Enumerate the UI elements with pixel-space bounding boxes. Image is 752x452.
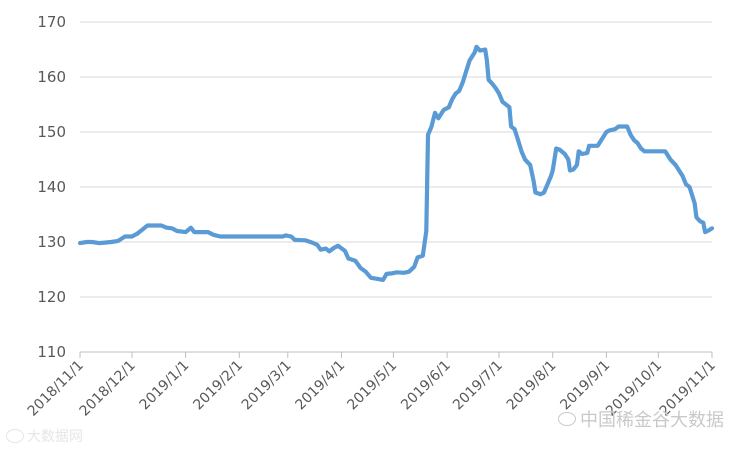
y-tick-label: 170 [37, 13, 66, 31]
watermark-left-text: 大数据网 [27, 429, 83, 445]
y-tick-label: 110 [37, 343, 66, 361]
watermark-left: 大数据网 [6, 426, 83, 446]
x-tick-label: 2019/8/1 [504, 358, 560, 414]
gridlines [80, 21, 712, 298]
x-tick-label: 2019/4/1 [293, 358, 349, 414]
y-tick-label: 160 [37, 68, 66, 86]
watermark-logo-icon [6, 429, 24, 443]
x-tick-label: 2019/9/1 [557, 358, 613, 414]
x-tick-label: 2019/6/1 [398, 358, 454, 414]
x-tick-label: 2019/5/1 [344, 358, 400, 414]
x-tick-label: 2019/7/1 [450, 358, 506, 414]
x-tick-label: 2019/3/1 [239, 358, 295, 414]
x-tick-label: 2018/12/1 [77, 358, 139, 420]
y-tick-label: 120 [37, 288, 66, 306]
x-tick-label: 2019/1/1 [137, 358, 193, 414]
y-tick-label: 130 [37, 233, 66, 251]
y-tick-label: 140 [37, 178, 66, 196]
x-tick-label: 2019/2/1 [190, 358, 246, 414]
watermark-right-text: 中国稀金谷大数据 [580, 410, 724, 431]
watermark-right: 中国稀金谷大数据 [558, 406, 724, 432]
wechat-channel-icon [558, 412, 576, 426]
y-tick-label: 150 [37, 123, 66, 141]
series-line-0 [77, 44, 715, 283]
y-axis: 110 120 130 140 150 160 170 [37, 13, 66, 361]
series-layer [77, 44, 715, 283]
